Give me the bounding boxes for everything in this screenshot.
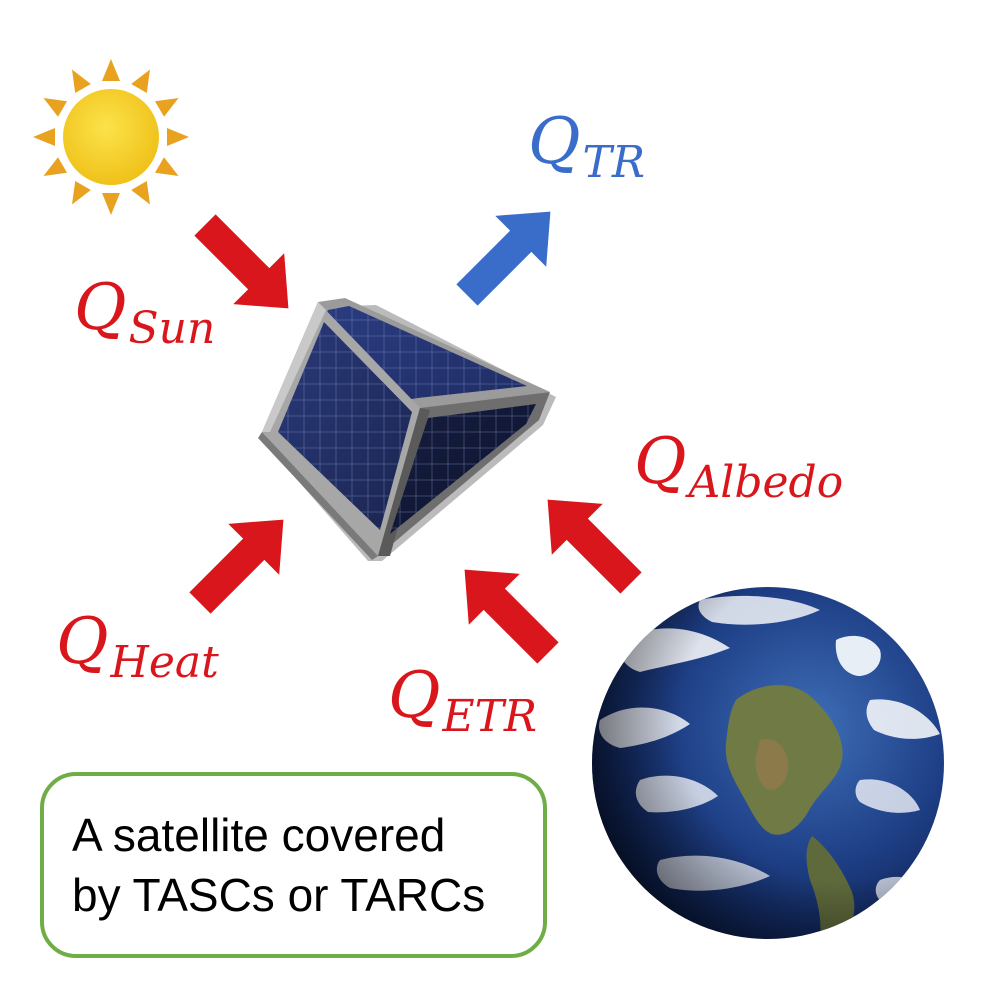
arrow-q-tr bbox=[456, 211, 551, 306]
sun-icon bbox=[33, 59, 189, 215]
caption-line-1: A satellite covered bbox=[72, 809, 446, 861]
arrow-q-heat bbox=[189, 519, 284, 614]
label-q-heat-symbol: Q bbox=[56, 605, 109, 679]
label-q-etr: QETR bbox=[388, 664, 537, 739]
label-q-albedo: QAlbedo bbox=[634, 430, 843, 505]
label-q-tr: QTR bbox=[528, 110, 645, 185]
label-q-sun: QSun bbox=[74, 276, 215, 351]
label-q-tr-symbol: Q bbox=[528, 105, 581, 179]
label-q-sun-subscript: Sun bbox=[128, 303, 216, 354]
satellite-cube-icon bbox=[258, 298, 556, 561]
arrow-q-albedo bbox=[547, 499, 642, 594]
label-q-heat: QHeat bbox=[56, 610, 219, 685]
label-q-albedo-symbol: Q bbox=[634, 425, 687, 499]
arrow-q-sun bbox=[194, 214, 289, 309]
caption-line-2: by TASCs or TARCs bbox=[72, 869, 486, 921]
label-q-etr-subscript: ETR bbox=[442, 691, 538, 742]
label-q-etr-symbol: Q bbox=[388, 659, 441, 733]
arrow-q-etr bbox=[464, 569, 559, 664]
label-q-heat-subscript: Heat bbox=[110, 637, 219, 688]
label-q-tr-subscript: TR bbox=[582, 137, 645, 188]
caption-box: A satellite covered by TASCs or TARCs bbox=[40, 772, 547, 958]
label-q-albedo-subscript: Albedo bbox=[688, 457, 844, 508]
label-q-sun-symbol: Q bbox=[74, 271, 127, 345]
earth-globe-icon bbox=[592, 587, 944, 939]
